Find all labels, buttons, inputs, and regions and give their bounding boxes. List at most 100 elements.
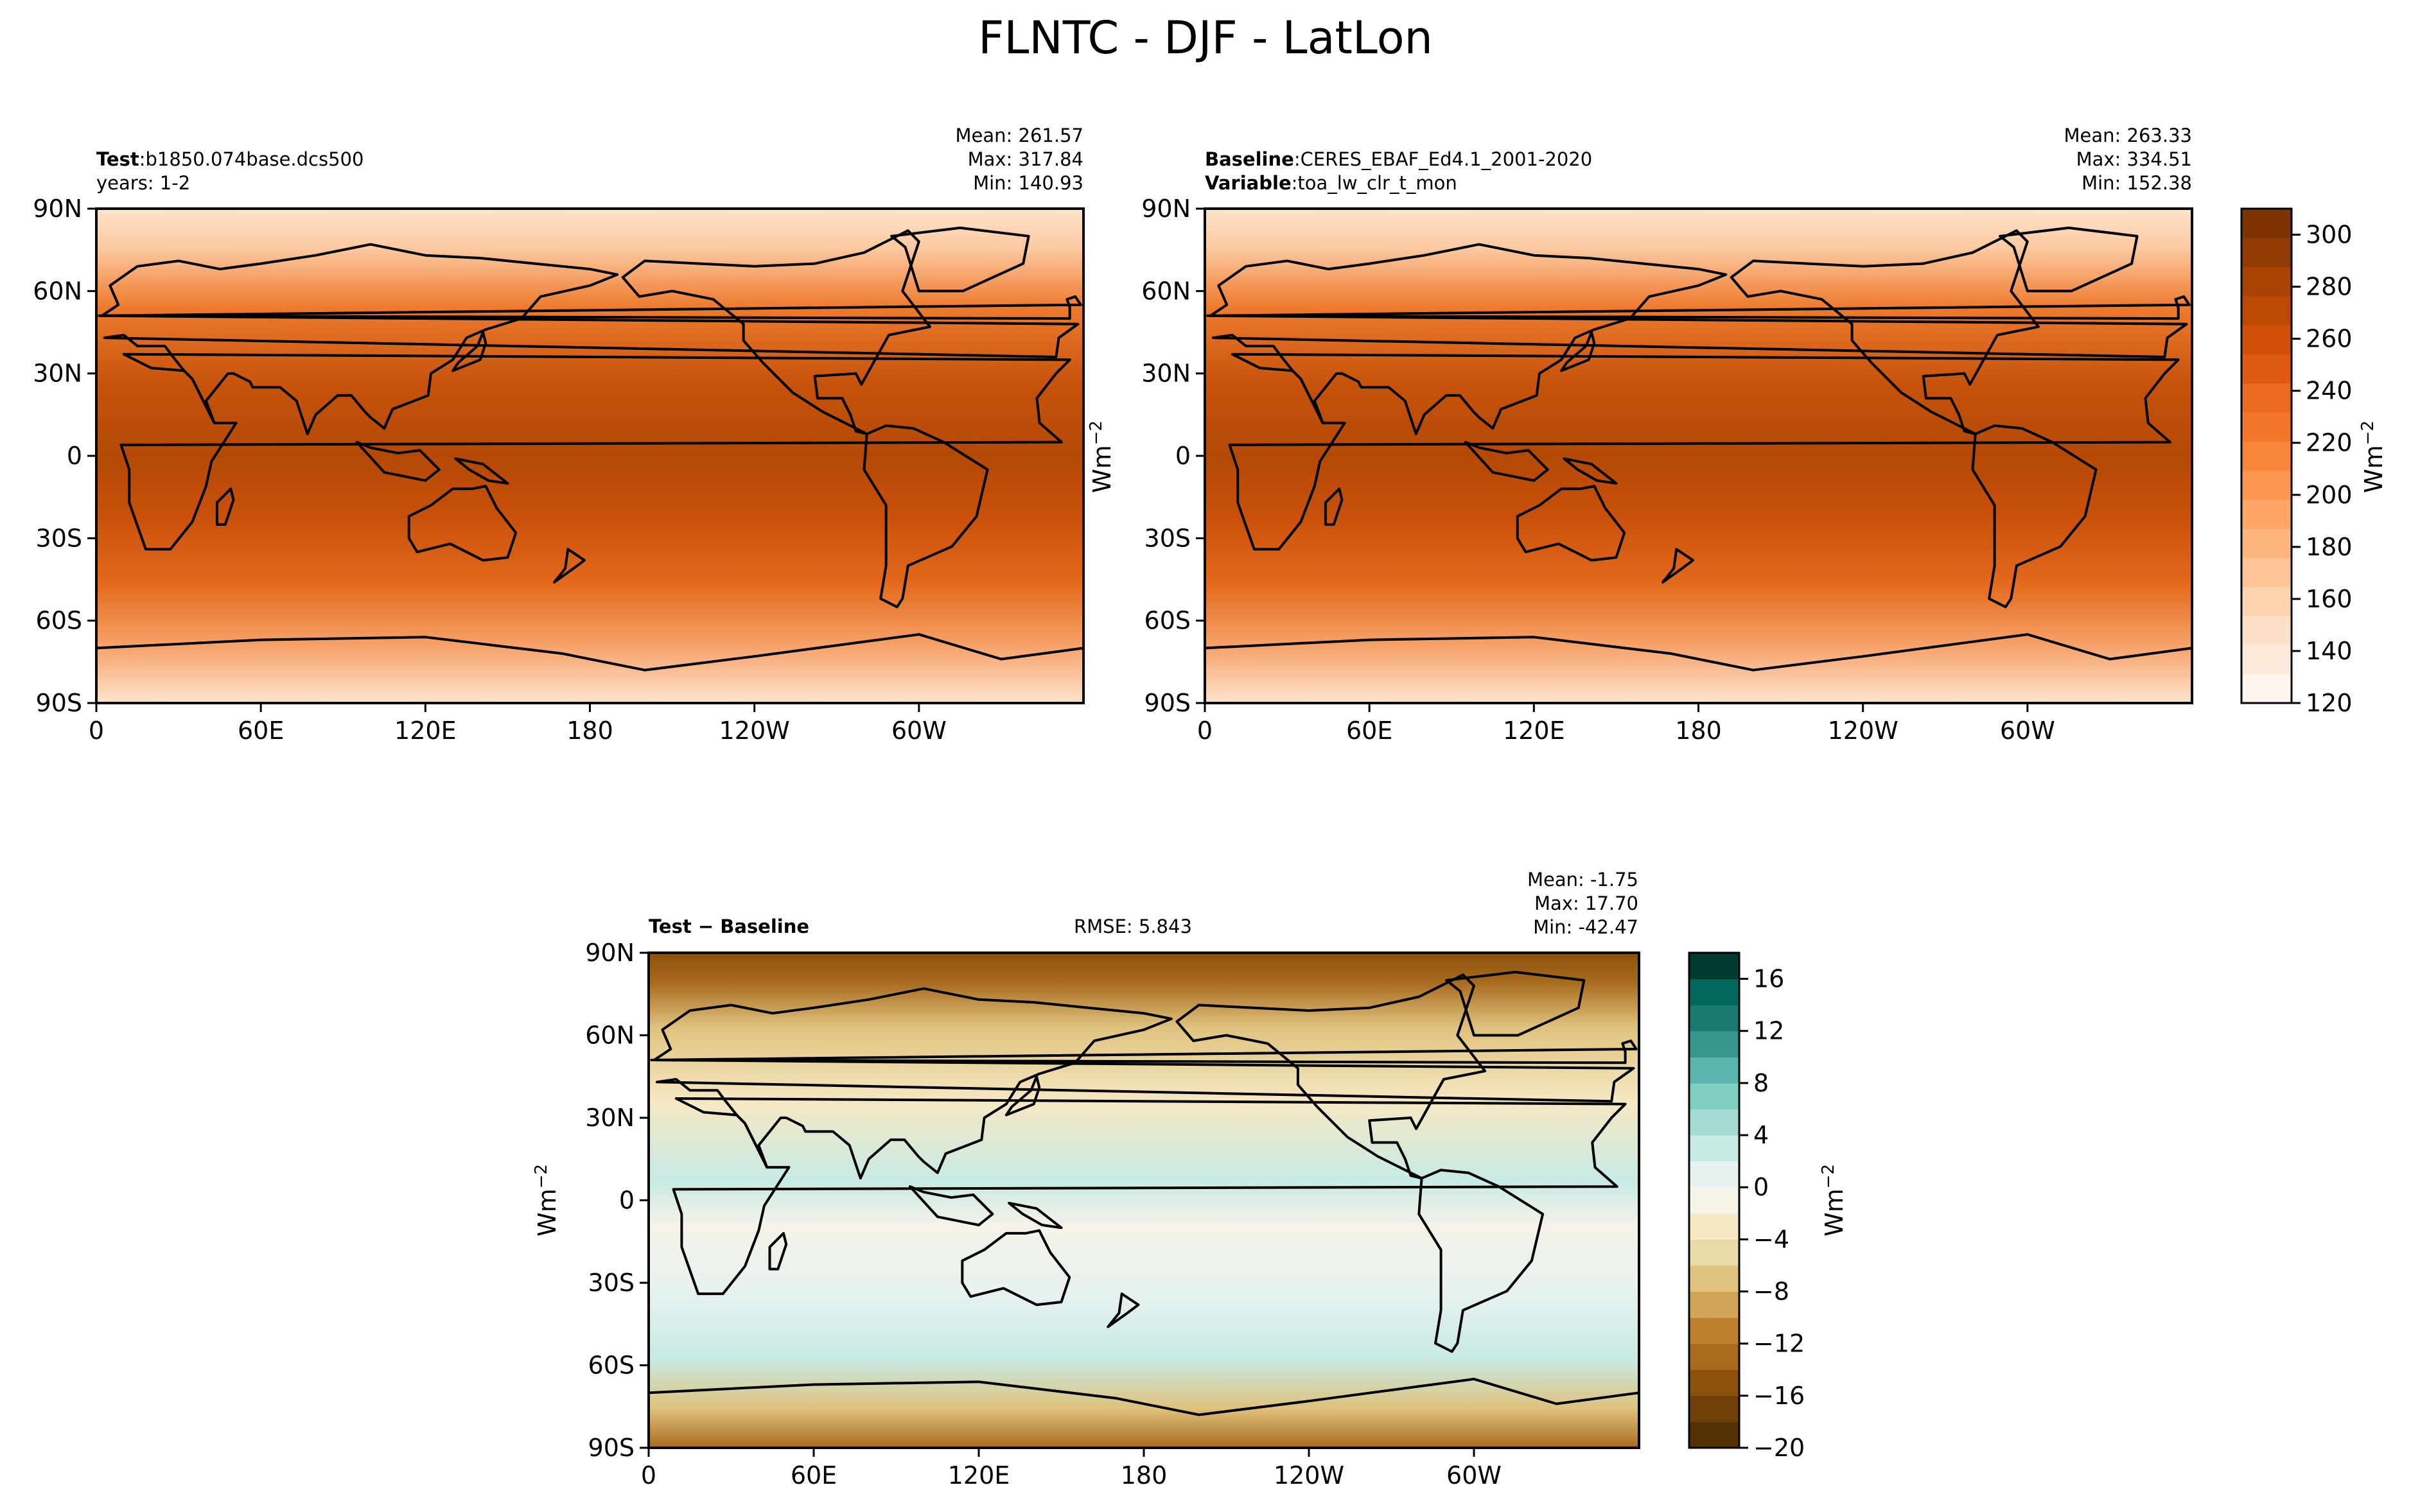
colorbar-swatch bbox=[1689, 1291, 1739, 1318]
coastline-newguinea bbox=[1563, 457, 1618, 485]
x-tick-label: 60E bbox=[791, 1461, 837, 1490]
coastline-japan bbox=[452, 331, 487, 372]
test-field bbox=[96, 209, 1083, 703]
y-tick-label: 60S bbox=[588, 1351, 635, 1380]
diff-title: Test − Baseline bbox=[649, 916, 810, 937]
colorbar-swatch bbox=[2241, 645, 2292, 675]
diff-colorbar: 16 12 8 4 0 −4 −8 −12 −16 −20 bbox=[1688, 952, 1805, 1462]
colorbar-tick-label: −16 bbox=[1753, 1382, 1805, 1410]
colorbar-swatch bbox=[2241, 586, 2292, 616]
diff-coastlines bbox=[649, 971, 1639, 1448]
coastline-samerica bbox=[863, 424, 989, 609]
colorbar-swatch bbox=[1689, 1213, 1739, 1240]
y-tick-label: 30N bbox=[1141, 360, 1191, 388]
test-mean: Mean: 261.57 bbox=[955, 125, 1083, 146]
colorbar-swatch bbox=[1689, 1369, 1739, 1396]
colorbar-swatch bbox=[2241, 557, 2292, 587]
baseline-label-sep: : bbox=[1293, 148, 1301, 170]
colorbar-swatch bbox=[2241, 325, 2292, 354]
coastline-newguinea bbox=[454, 457, 509, 485]
colorbar-swatch bbox=[1689, 1187, 1739, 1214]
colorbar-tick-label: −20 bbox=[1753, 1434, 1805, 1462]
coastline-africa bbox=[1228, 352, 2180, 551]
colorbar-swatch bbox=[1689, 1057, 1739, 1084]
variable-label-sep: : bbox=[1291, 172, 1298, 194]
coastline-indonesia bbox=[355, 440, 441, 482]
main-colorbar: 120 140 160 180 200 220 240 260 280 300 bbox=[2240, 207, 2353, 717]
y-tick-label: 60S bbox=[36, 607, 82, 635]
diff-colorbar-frame bbox=[1688, 952, 1740, 1449]
colorbar-swatch bbox=[2241, 209, 2292, 238]
test-max: Max: 317.84 bbox=[967, 148, 1083, 170]
colorbar-swatch bbox=[1689, 1421, 1739, 1448]
colorbar-swatch bbox=[1689, 978, 1739, 1005]
test-coastlines bbox=[96, 226, 1083, 703]
baseline-mean: Mean: 263.33 bbox=[2064, 125, 2192, 146]
coastline-madagascar bbox=[768, 1231, 788, 1271]
coastline-nz bbox=[553, 548, 586, 584]
test-years: years: 1-2 bbox=[96, 172, 191, 194]
coastline-eurasia bbox=[1209, 243, 2188, 435]
coastline-indonesia bbox=[1464, 440, 1549, 482]
x-tick-label: 180 bbox=[1675, 717, 1722, 745]
coastline-australia bbox=[407, 485, 518, 562]
colorbars: 120 140 160 180 200 220 240 260 280 300 16 12 8 4 0 −4 −… bbox=[1688, 207, 2353, 1462]
y-tick-label: 90S bbox=[36, 689, 82, 717]
y-tick-label: 60N bbox=[1141, 277, 1191, 305]
figure-title: FLNTC - DJF - LatLon bbox=[978, 12, 1433, 64]
x-tick-label: 60W bbox=[891, 717, 947, 745]
baseline-label: Baseline bbox=[1205, 148, 1294, 170]
x-tick-label: 120E bbox=[948, 1461, 1010, 1490]
colorbar-swatch bbox=[1689, 1317, 1739, 1344]
coastline-greenland bbox=[890, 226, 1030, 293]
coastline-greenland bbox=[1445, 971, 1586, 1037]
colorbar-tick-label: 8 bbox=[1753, 1069, 1769, 1097]
x-tick-label: 120W bbox=[719, 717, 790, 745]
y-tick-label: 90N bbox=[33, 195, 82, 223]
colorbar-tick-label: 160 bbox=[2306, 585, 2353, 613]
test-info: Test:b1850.074base.dcs500 years: 1-2 bbox=[96, 148, 364, 195]
test-case-name: b1850.074base.dcs500 bbox=[145, 148, 364, 170]
y-tick-label: 0 bbox=[67, 442, 82, 470]
diff-mean: Mean: -1.75 bbox=[1527, 869, 1638, 891]
colorbar-tick-label: 300 bbox=[2306, 221, 2353, 249]
coastline-greenland bbox=[1999, 226, 2139, 293]
y-tick-label: 30S bbox=[1144, 524, 1191, 552]
colorbar-swatch bbox=[2241, 383, 2292, 413]
x-tick-label: 60E bbox=[238, 717, 284, 745]
test-min: Min: 140.93 bbox=[973, 172, 1083, 194]
coastline-australia bbox=[1516, 485, 1626, 562]
x-tick-label: 60W bbox=[1446, 1461, 1502, 1490]
colorbar-swatch bbox=[1689, 1135, 1739, 1162]
coastline-antarctica bbox=[1205, 633, 2192, 703]
coastline-uk bbox=[98, 295, 1082, 320]
test-stats: Mean: 261.57 Max: 317.84 Min: 140.93 bbox=[956, 124, 1083, 195]
colorbar-tick-label: −4 bbox=[1753, 1225, 1789, 1253]
y-tick-label: 60N bbox=[585, 1021, 635, 1050]
diff-min: Min: -42.47 bbox=[1533, 916, 1638, 938]
colorbar-tick-label: 16 bbox=[1753, 965, 1784, 993]
diff-stats: Mean: -1.75 Max: 17.70 Min: -42.47 bbox=[1527, 868, 1638, 939]
diff-label: Test − Baseline bbox=[649, 915, 809, 939]
x-tick-label: 60E bbox=[1346, 717, 1392, 745]
test-label-sep: : bbox=[139, 148, 146, 170]
coastline-uk bbox=[650, 1039, 1638, 1064]
x-tick-label: 60W bbox=[2000, 717, 2055, 745]
x-tick-label: 120W bbox=[1828, 717, 1898, 745]
test-label: Test bbox=[96, 148, 139, 170]
coastline-eurasia bbox=[653, 987, 1635, 1180]
coastline-nz bbox=[1107, 1292, 1140, 1328]
colorbar-tick-label: 140 bbox=[2306, 637, 2353, 665]
colorbar-swatch bbox=[1689, 1109, 1739, 1136]
colorbar-tick-label: 240 bbox=[2306, 377, 2353, 405]
baseline-max: Max: 334.51 bbox=[2076, 148, 2192, 170]
y-tick-label: 90N bbox=[1141, 195, 1191, 223]
colorbar-swatch bbox=[2241, 616, 2292, 645]
diff-max: Max: 17.70 bbox=[1534, 892, 1638, 914]
colorbar-swatch bbox=[1689, 1239, 1739, 1266]
colorbar-swatch bbox=[1689, 1395, 1739, 1422]
x-tick-label: 0 bbox=[641, 1461, 656, 1490]
